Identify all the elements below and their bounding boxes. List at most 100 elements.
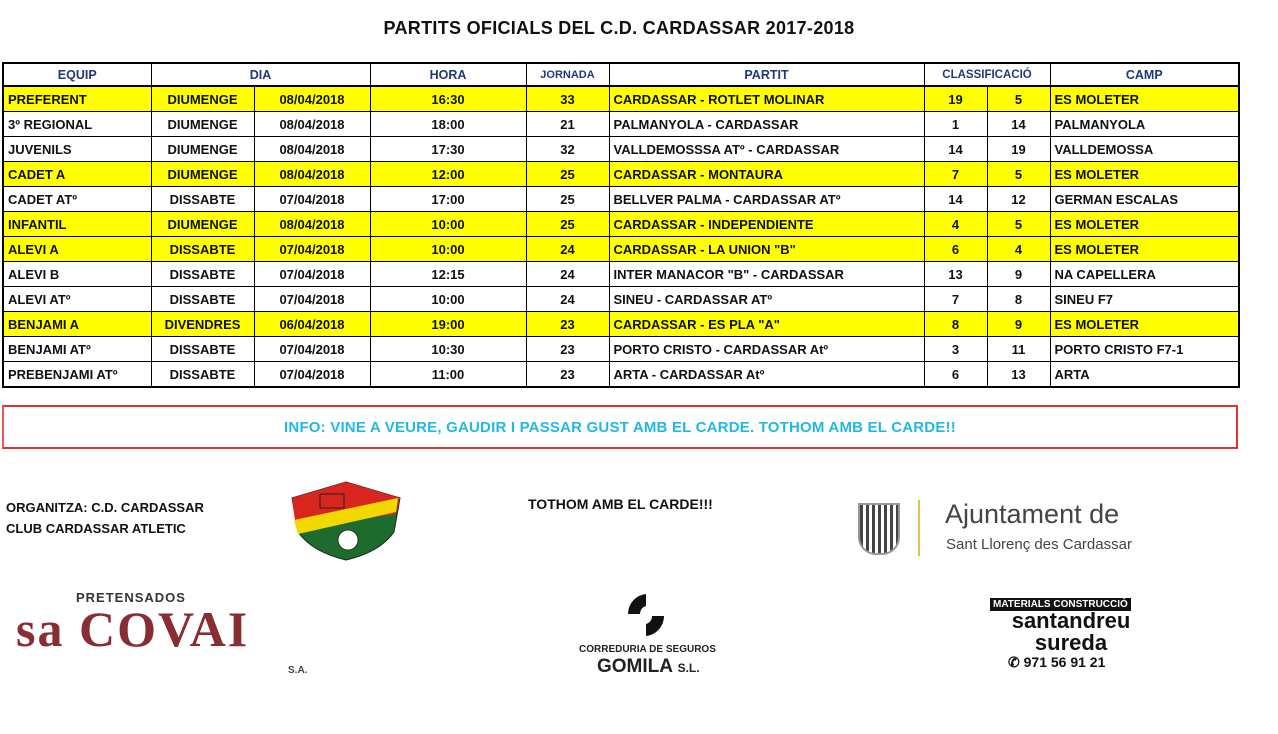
club-crest-logo — [291, 481, 401, 561]
cell-c2: 12 — [986, 186, 1051, 212]
gomila-logo-icon — [627, 594, 665, 636]
cell-dia: DIUMENGE — [150, 85, 255, 112]
cell-equip: 3º REGIONAL — [2, 111, 152, 137]
cell-partit: CARDASSAR - ROTLET MOLINAR — [608, 85, 925, 112]
cell-camp: NA CAPELLERA — [1049, 261, 1240, 287]
cell-hora: 10:00 — [369, 211, 527, 237]
cell-data: 07/04/2018 — [253, 236, 371, 262]
cell-dia: DISSABTE — [150, 286, 255, 312]
cell-c2: 9 — [986, 311, 1051, 337]
cell-dia: DIUMENGE — [150, 211, 255, 237]
cell-dia: DIUMENGE — [150, 136, 255, 162]
cell-data: 08/04/2018 — [253, 85, 371, 112]
cell-c2: 4 — [986, 236, 1051, 262]
cell-camp: PORTO CRISTO F7-1 — [1049, 336, 1240, 362]
cell-c1: 13 — [923, 261, 988, 287]
cell-partit: ARTA - CARDASSAR Atº — [608, 361, 925, 388]
cell-c1: 3 — [923, 336, 988, 362]
cell-equip: PREFERENT — [2, 85, 152, 112]
info-banner: INFO: VINE A VEURE, GAUDIR I PASSAR GUST… — [2, 405, 1238, 449]
phone-icon: ✆ — [1008, 654, 1024, 670]
table-row: ALEVI A DISSABTE 07/04/2018 10:00 24 CARDASSA… — [2, 236, 1240, 262]
cell-partit: VALLDEMOSSSA ATº - CARDASSAR — [608, 136, 925, 162]
header-camp: CAMP — [1049, 62, 1240, 87]
ajuntament-title: Ajuntament de — [945, 499, 1120, 529]
cell-hora: 10:00 — [369, 236, 527, 262]
cell-camp: ARTA — [1049, 361, 1240, 388]
sacovai-logo: sa COVAI — [16, 601, 250, 657]
table-row: 3º REGIONAL DIUMENGE 08/04/2018 18:00 21 PALM… — [2, 111, 1240, 137]
table-row: JUVENILS DIUMENGE 08/04/2018 17:30 32 VALLDEM… — [2, 136, 1240, 162]
cell-c1: 4 — [923, 211, 988, 237]
organizer-line-2: CLUB CARDASSAR ATLETIC — [6, 521, 186, 536]
cell-partit: BELLVER PALMA - CARDASSAR ATº — [608, 186, 925, 212]
cell-hora: 17:00 — [369, 186, 527, 212]
slogan: TOTHOM AMB EL CARDE!!! — [528, 496, 713, 512]
cell-c1: 8 — [923, 311, 988, 337]
page-title: PARTITS OFICIALS DEL C.D. CARDASSAR 2017… — [383, 18, 855, 38]
cell-data: 08/04/2018 — [253, 136, 371, 162]
cell-data: 07/04/2018 — [253, 361, 371, 388]
cell-c2: 8 — [986, 286, 1051, 312]
cell-data: 08/04/2018 — [253, 161, 371, 187]
santandreu-phone: ✆ 971 56 91 21 — [1008, 654, 1106, 670]
cell-hora: 19:00 — [369, 311, 527, 337]
ajuntament-shield-icon — [858, 503, 900, 555]
table-row: ALEVI ATº DISSABTE 07/04/2018 10:00 24 SINEU … — [2, 286, 1240, 312]
cell-hora: 17:30 — [369, 136, 527, 162]
cell-c1: 19 — [923, 85, 988, 112]
cell-camp: ES MOLETER — [1049, 311, 1240, 337]
cell-jornada: 24 — [525, 261, 610, 287]
cell-dia: DIVENDRES — [150, 311, 255, 337]
header-jornada: JORNADA — [525, 62, 610, 87]
cell-equip: CADET ATº — [2, 186, 152, 212]
organizer-line-1: ORGANITZA: C.D. CARDASSAR — [6, 500, 204, 515]
cell-jornada: 33 — [525, 85, 610, 112]
cell-c2: 13 — [986, 361, 1051, 388]
cell-hora: 11:00 — [369, 361, 527, 388]
santandreu-name: santandreu sureda — [1011, 608, 1131, 655]
cell-partit: SINEU - CARDASSAR ATº — [608, 286, 925, 312]
table-row: BENJAMI ATº DISSABTE 07/04/2018 10:30 23 PORT… — [2, 336, 1240, 362]
gomila-line-1: CORREDURIA DE SEGUROS — [579, 644, 716, 655]
cell-hora: 12:00 — [369, 161, 527, 187]
header-hora: HORA — [369, 62, 527, 87]
cell-c2: 5 — [986, 211, 1051, 237]
header-partit: PARTIT — [608, 62, 925, 87]
sacovai-top: PRETENSADOS — [76, 590, 186, 605]
cell-partit: PORTO CRISTO - CARDASSAR Atº — [608, 336, 925, 362]
cell-jornada: 23 — [525, 361, 610, 388]
cell-jornada: 21 — [525, 111, 610, 137]
organizer: ORGANITZA: C.D. CARDASSAR CLUB CARDASSAR… — [6, 497, 204, 539]
cell-camp: ES MOLETER — [1049, 236, 1240, 262]
cell-jornada: 25 — [525, 211, 610, 237]
header-dia: DIA — [150, 62, 371, 87]
cell-camp: ES MOLETER — [1049, 161, 1240, 187]
cell-partit: CARDASSAR - LA UNION "B" — [608, 236, 925, 262]
header-equip: EQUIP — [2, 62, 152, 87]
cell-dia: DISSABTE — [150, 186, 255, 212]
cell-jornada: 24 — [525, 286, 610, 312]
table-row: PREBENJAMI ATº DISSABTE 07/04/2018 11:00 23 A… — [2, 361, 1240, 388]
cell-c1: 14 — [923, 186, 988, 212]
divider — [918, 500, 920, 556]
matches-table: EQUIP DIA HORA JORNADA PARTIT CLASSIFICA… — [2, 62, 1241, 388]
cell-hora: 16:30 — [369, 85, 527, 112]
cell-dia: DISSABTE — [150, 336, 255, 362]
cell-camp: PALMANYOLA — [1049, 111, 1240, 137]
table-row: CADET A DIUMENGE 08/04/2018 12:00 25 CARDASSA… — [2, 161, 1240, 187]
table-row: PREFERENT DIUMENGE 08/04/2018 16:30 33 CARDAS… — [2, 85, 1240, 112]
cell-partit: CARDASSAR - INDEPENDIENTE — [608, 211, 925, 237]
cell-data: 07/04/2018 — [253, 186, 371, 212]
cell-camp: VALLDEMOSSA — [1049, 136, 1240, 162]
cell-c2: 14 — [986, 111, 1051, 137]
cell-equip: PREBENJAMI ATº — [2, 361, 152, 388]
cell-equip: ALEVI A — [2, 236, 152, 262]
cell-dia: DIUMENGE — [150, 161, 255, 187]
cell-partit: INTER MANACOR "B" - CARDASSAR — [608, 261, 925, 287]
cell-jornada: 24 — [525, 236, 610, 262]
cell-c1: 14 — [923, 136, 988, 162]
cell-jornada: 23 — [525, 336, 610, 362]
cell-equip: ALEVI ATº — [2, 286, 152, 312]
table-row: ALEVI B DISSABTE 07/04/2018 12:15 24 INTER M… — [2, 261, 1240, 287]
